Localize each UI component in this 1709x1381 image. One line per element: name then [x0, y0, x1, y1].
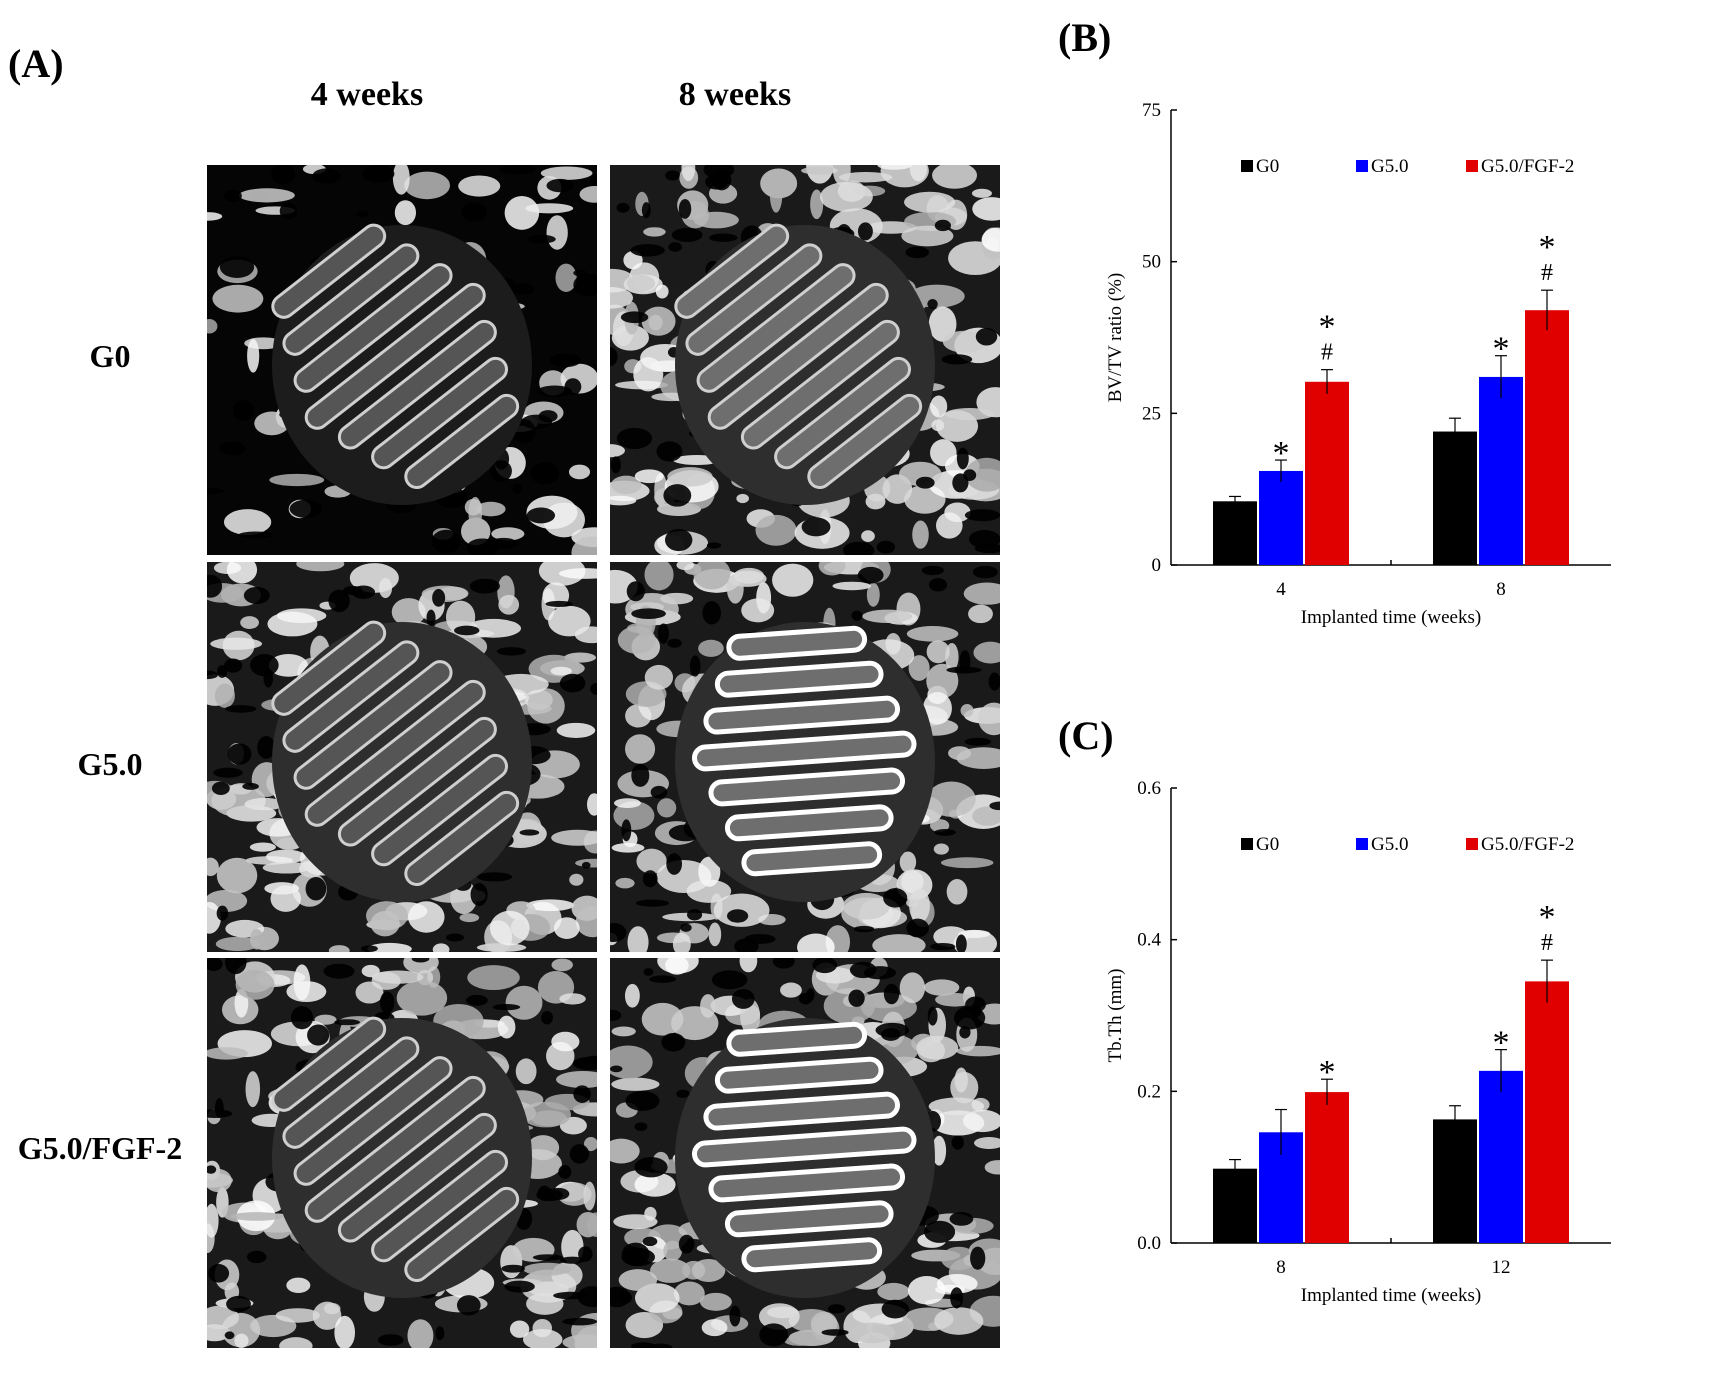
b-y-tick-label: 0 [1152, 555, 1162, 576]
b-y-tick-label: 25 [1142, 403, 1161, 424]
b-legend-label-G0: G0 [1256, 156, 1279, 177]
b-significance-mark: # [1321, 340, 1333, 366]
microct-image-fgf2-4w [207, 958, 597, 1348]
b-bar-G0-8 [1433, 431, 1477, 565]
c-bar-G0-12 [1433, 1119, 1477, 1243]
b-significance-mark: # [1541, 260, 1553, 286]
b-y-axis-label: BV/TV ratio (%) [1105, 273, 1126, 402]
c-bar-G0-8 [1213, 1168, 1257, 1243]
c-significance-mark: * [1539, 899, 1556, 936]
c-bar-G5.0/FGF-2-12 [1525, 981, 1569, 1243]
b-y-tick-label: 50 [1142, 252, 1161, 273]
microct-image-g5-4w [207, 562, 597, 952]
c-y-tick-label: 0.0 [1137, 1233, 1161, 1254]
b-x-axis-label: Implanted time (weeks) [1301, 607, 1481, 628]
b-x-tick-label: 4 [1276, 579, 1286, 600]
c-legend-swatch-G5.0 [1356, 838, 1368, 850]
b-legend-swatch-G5.0/FGF-2 [1466, 160, 1478, 172]
c-y-axis-label: Tb.Th (mm) [1105, 969, 1126, 1063]
column-header-8-weeks: 8 weeks [678, 76, 792, 113]
b-significance-mark: * [1539, 229, 1556, 266]
b-legend-label-G5.0: G5.0 [1371, 156, 1408, 177]
microct-image-g0-4w [207, 165, 597, 555]
row-header-g0: G0 [89, 338, 131, 374]
microct-image-g0-8w [610, 165, 1000, 555]
c-y-tick-label: 0.4 [1137, 930, 1161, 951]
row-header-g5-fgf2: G5.0/FGF-2 [17, 1130, 183, 1166]
b-bar-G5.0/FGF-2-4 [1305, 381, 1349, 565]
b-legend-swatch-G0 [1241, 160, 1253, 172]
b-x-tick-label: 8 [1496, 579, 1506, 600]
c-x-tick-label: 12 [1492, 1257, 1511, 1278]
c-legend-swatch-G0 [1241, 838, 1253, 850]
b-y-tick-label: 75 [1142, 100, 1161, 121]
b-significance-mark: * [1493, 331, 1510, 368]
panel-b-letter: (B) [1058, 15, 1112, 60]
b-bar-G5.0/FGF-2-8 [1525, 310, 1569, 565]
c-legend-label-G5.0/FGF-2: G5.0/FGF-2 [1481, 834, 1574, 855]
c-significance-mark: * [1319, 1054, 1336, 1091]
c-y-tick-label: 0.2 [1137, 1081, 1161, 1102]
panel-c-letter: (C) [1058, 713, 1114, 758]
c-y-tick-label: 0.6 [1137, 778, 1161, 799]
b-bar-G5.0-4 [1259, 470, 1303, 565]
c-x-axis-label: Implanted time (weeks) [1301, 1285, 1481, 1306]
row-header-g5: G5.0 [77, 746, 143, 782]
c-legend-swatch-G5.0/FGF-2 [1466, 838, 1478, 850]
b-legend-label-G5.0/FGF-2: G5.0/FGF-2 [1481, 156, 1574, 177]
microct-image-g5-8w [610, 562, 1000, 952]
tbth-bar-chart: 0.00.20.40.6Tb.Th (mm)8*12**#Implanted t… [1105, 778, 1611, 1306]
c-bar-G5.0/FGF-2-8 [1305, 1092, 1349, 1243]
c-legend-label-G5.0: G5.0 [1371, 834, 1408, 855]
c-x-tick-label: 8 [1276, 1257, 1286, 1278]
b-bar-G0-4 [1213, 501, 1257, 565]
microct-image-fgf2-8w [610, 958, 1000, 1348]
b-significance-mark: * [1273, 435, 1290, 472]
b-significance-mark: * [1319, 309, 1336, 346]
column-header-4-weeks: 4 weeks [310, 76, 424, 113]
c-legend-label-G0: G0 [1256, 834, 1279, 855]
b-legend-swatch-G5.0 [1356, 160, 1368, 172]
c-significance-mark: * [1493, 1025, 1510, 1062]
c-bar-G5.0-12 [1479, 1070, 1523, 1243]
b-bar-G5.0-8 [1479, 376, 1523, 565]
panel-a-letter: (A) [8, 41, 64, 86]
c-significance-mark: # [1541, 930, 1553, 956]
